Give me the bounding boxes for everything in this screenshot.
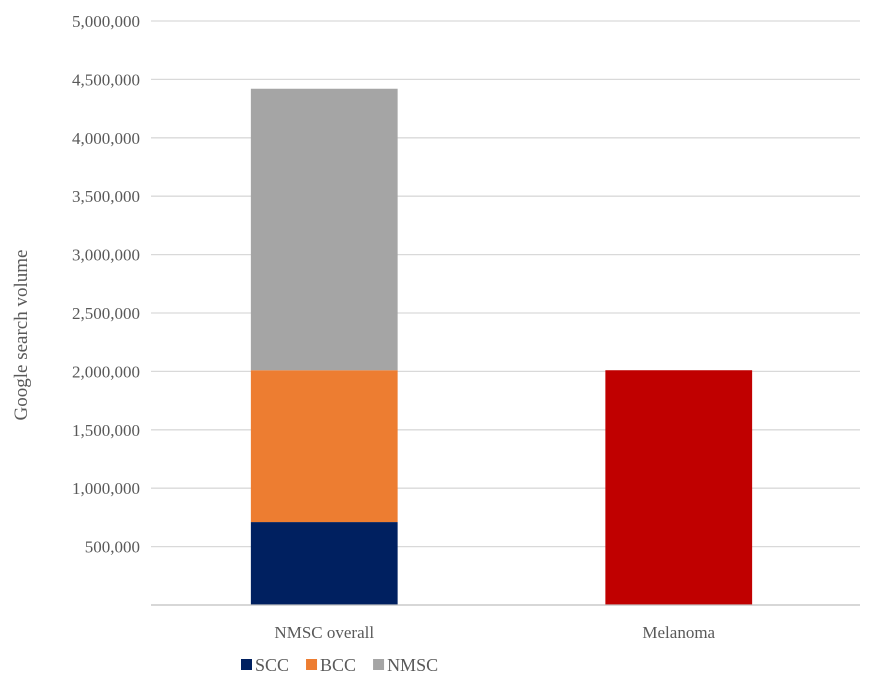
- y-tick-label: 5,000,000: [72, 12, 140, 31]
- y-tick-label: 3,000,000: [72, 246, 140, 265]
- legend-swatch-nmsc: [373, 659, 385, 670]
- bar-bcc-0: [250, 370, 398, 523]
- legend-swatch-bcc: [306, 659, 318, 670]
- bars: [250, 88, 753, 605]
- y-tick-label: 1,500,000: [72, 421, 140, 440]
- legend: SCC BCC NMSC: [241, 655, 438, 675]
- x-axis-categories: NMSC overall Melanoma: [274, 623, 715, 642]
- y-tick-label: 1,000,000: [72, 479, 140, 498]
- legend-label-nmsc: NMSC: [387, 655, 438, 675]
- y-tick-label: 2,000,000: [72, 362, 140, 381]
- x-category-label: NMSC overall: [274, 623, 374, 642]
- bar-scc-0: [250, 522, 398, 605]
- x-category-label: Melanoma: [642, 623, 715, 642]
- legend-label-scc: SCC: [255, 655, 289, 675]
- y-tick-label: 500,000: [85, 538, 140, 557]
- y-axis-ticks: 500,000 1,000,000 1,500,000 2,000,000 2,500,…: [72, 12, 140, 557]
- bar-melanoma-1: [605, 370, 753, 605]
- y-axis-label: Google search volume: [11, 250, 32, 421]
- y-tick-label: 2,500,000: [72, 304, 140, 323]
- legend-label-bcc: BCC: [320, 655, 356, 675]
- y-tick-label: 3,500,000: [72, 187, 140, 206]
- y-tick-label: 4,500,000: [72, 70, 140, 89]
- y-tick-label: 4,000,000: [72, 129, 140, 148]
- bar-nmsc-0: [250, 88, 398, 371]
- legend-swatch-scc: [241, 659, 252, 670]
